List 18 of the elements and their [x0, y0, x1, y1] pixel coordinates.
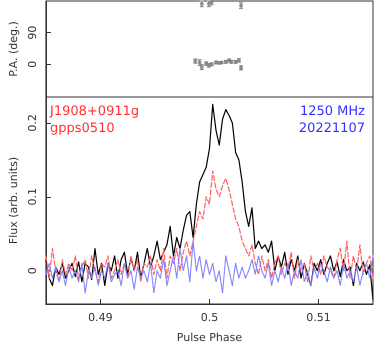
line-series: [45, 240, 374, 294]
x-tick-label: 0.5: [200, 311, 218, 324]
annotation: J1908+0911g: [49, 104, 140, 119]
line-series: [45, 104, 374, 301]
y-tick-label: 0.2: [26, 114, 39, 132]
x-tick-label: 0.49: [88, 311, 113, 324]
y-tick-label: 0: [26, 267, 39, 274]
annotation: gpps0510: [50, 121, 115, 136]
annotation: 1250 MHz: [300, 104, 366, 119]
y-tick-label: 0: [26, 60, 39, 68]
x-tick-label: 0.51: [306, 311, 331, 324]
annotation: 20221107: [298, 121, 366, 136]
x-axis-title: Pulse Phase: [176, 331, 242, 344]
line-series: [45, 170, 374, 282]
y-axis-title: P.A. (deg.): [7, 21, 20, 77]
y-tick-label: 0.1: [26, 188, 39, 206]
y-tick-label: 90: [26, 26, 39, 40]
y-axis-title: Flux (arb. units): [7, 156, 20, 244]
